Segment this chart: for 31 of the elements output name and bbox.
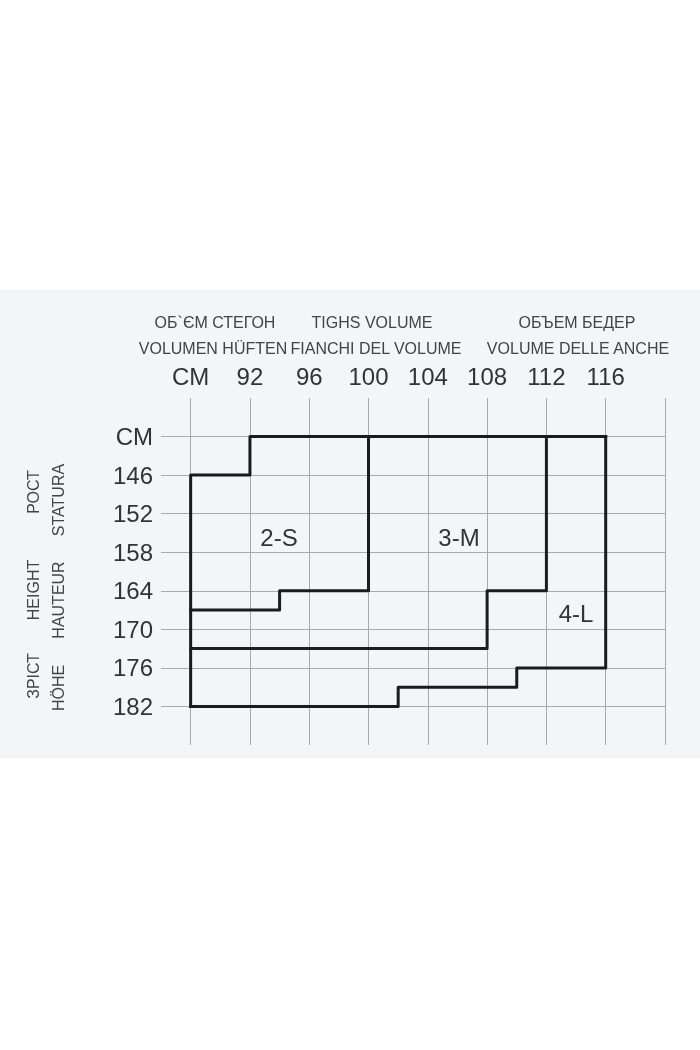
annotation: 4-L [558, 599, 594, 627]
text: ОБЪЕМ БЕДЕР [518, 313, 636, 331]
text: VOLUMEN HÜFTEN [138, 339, 288, 357]
text: VOLUME DELLE ANCHE [486, 339, 670, 357]
x-tick-label: 112 [527, 362, 566, 390]
y-tick-label: 176 [112, 654, 153, 682]
y-tick-label: CM [115, 423, 153, 451]
annotation: 2-S [260, 523, 298, 551]
text: ОБ`ЄМ СТЕГОН [154, 313, 276, 331]
x-tick-label: CM [171, 362, 210, 390]
x-tick-label: 104 [407, 362, 448, 390]
text: РОСТ [24, 469, 42, 514]
x-tick-label: 116 [586, 362, 625, 390]
text: HÖHE [49, 664, 67, 712]
y-tick-label: 146 [112, 461, 153, 489]
y-tick-label: 170 [112, 615, 153, 643]
text: FIANCHI DEL VOLUME [290, 339, 462, 357]
text: STATURA [49, 463, 67, 537]
y-tick-label: 164 [112, 577, 153, 605]
text: ЗРІСТ [24, 652, 42, 699]
annotation: 3-M [438, 523, 480, 551]
text: HEIGHT [24, 559, 42, 621]
x-tick-label: 96 [295, 362, 323, 390]
x-tick-label: 100 [348, 362, 389, 390]
x-tick-label: 92 [236, 362, 264, 390]
y-tick-label: 158 [112, 538, 153, 566]
text: HAUTEUR [49, 561, 67, 639]
x-tick-label: 108 [467, 362, 508, 390]
text: TIGHS VOLUME [311, 313, 433, 331]
y-tick-label: 152 [112, 500, 153, 528]
y-tick-label: 182 [112, 692, 153, 720]
